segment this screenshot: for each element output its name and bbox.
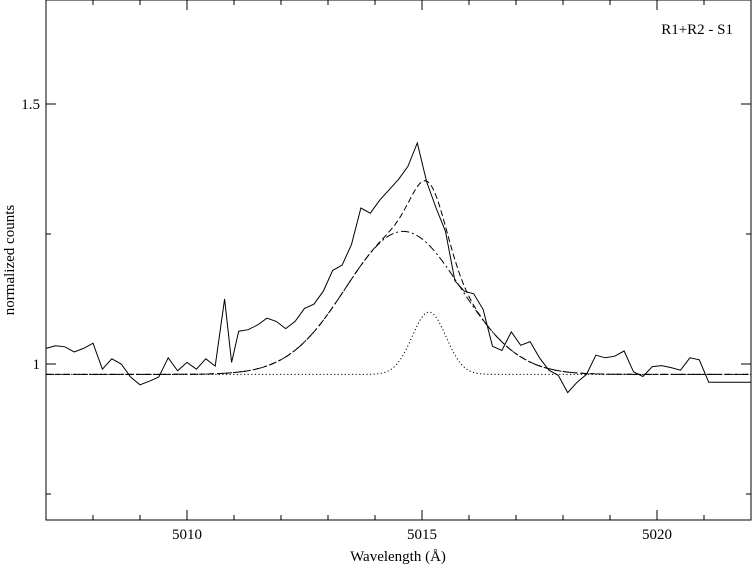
axis-ticks: 5010 5015 5020 1 1.5 xyxy=(21,0,751,543)
y-axis-label: normalized counts xyxy=(2,205,18,316)
series-dash-dot-line xyxy=(46,230,751,375)
series-dashed-line xyxy=(46,180,751,375)
y-tick-label: 1 xyxy=(33,357,41,373)
series-dotted-line xyxy=(46,311,751,375)
x-axis-label: Wavelength (Å) xyxy=(350,549,446,565)
x-tick-label: 5015 xyxy=(407,527,437,543)
x-tick-label: 5010 xyxy=(172,527,202,543)
series-solid-line xyxy=(45,141,751,394)
series-group xyxy=(45,141,751,394)
x-tick-label: 5020 xyxy=(642,527,672,543)
plot-frame xyxy=(45,0,752,521)
y-tick-label: 1.5 xyxy=(21,97,40,113)
plot-annotation: R1+R2 - S1 xyxy=(661,22,733,38)
